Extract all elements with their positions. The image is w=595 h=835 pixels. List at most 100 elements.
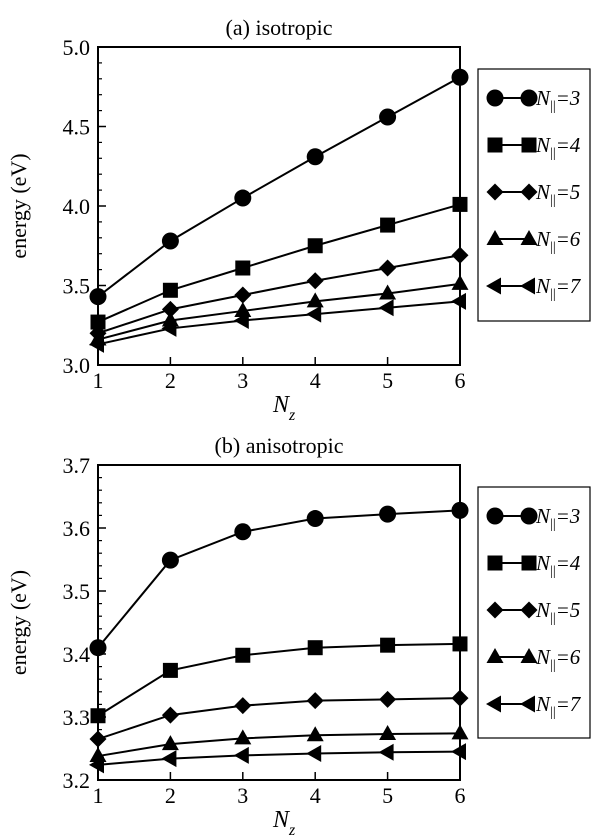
legend-item: N||=3 — [486, 86, 580, 114]
legend-label-prefix: N — [535, 274, 551, 298]
series-line — [97, 697, 461, 740]
legend-label-prefix: N — [535, 645, 551, 669]
y-axis-label: energy (eV) — [6, 153, 31, 258]
legend-label: N||=7 — [535, 274, 582, 302]
data-point — [306, 305, 322, 323]
legend-label-suffix: =3 — [556, 86, 581, 110]
x-tick-label: 3 — [237, 368, 248, 393]
data-point — [162, 662, 178, 678]
plot-frame — [97, 46, 461, 366]
legend-marker — [520, 648, 538, 663]
legend-marker — [520, 230, 538, 245]
legend-label-subscript: || — [550, 99, 556, 114]
legend-label-suffix: =7 — [556, 692, 582, 716]
legend-label-subscript: || — [550, 517, 556, 532]
data-point — [451, 743, 466, 761]
chart-title: (b) anisotropic — [215, 433, 344, 458]
plot-frame — [97, 464, 461, 781]
data-point — [451, 292, 466, 310]
data-point — [161, 750, 177, 768]
data-point — [306, 272, 324, 290]
data-point — [379, 108, 397, 126]
data-point — [233, 311, 249, 329]
data-point — [306, 292, 324, 308]
legend-marker — [486, 183, 504, 201]
x-tick-label: 6 — [455, 368, 466, 393]
data-point — [379, 259, 397, 277]
series-line — [97, 76, 461, 298]
series-line — [97, 750, 461, 766]
legend-item: N||=7 — [486, 274, 582, 302]
legend-label-prefix: N — [535, 133, 551, 157]
legend-marker — [520, 183, 538, 201]
x-tick-label: 5 — [382, 368, 393, 393]
data-point — [161, 319, 177, 337]
legend-label-prefix: N — [535, 551, 551, 575]
data-point — [161, 300, 179, 318]
y-tick-label: 3.5 — [63, 274, 91, 299]
data-point — [379, 725, 397, 741]
legend-label: N||=6 — [535, 645, 581, 673]
legend-label-subscript: || — [550, 658, 556, 673]
x-axis-label-main: N — [272, 807, 291, 833]
legend-marker — [486, 89, 504, 107]
y-tick-label: 3.2 — [63, 768, 91, 793]
legend-label: N||=3 — [535, 86, 580, 114]
legend-marker — [486, 277, 501, 295]
legend-marker — [521, 137, 537, 153]
series-diamond — [89, 246, 469, 342]
legend-marker — [486, 648, 504, 663]
y-tick-label: 5.0 — [63, 35, 91, 60]
data-point — [379, 690, 397, 708]
legend-item: N||=4 — [487, 133, 581, 161]
data-point — [234, 729, 252, 745]
data-point — [235, 647, 251, 663]
legend-label-suffix: =4 — [556, 133, 581, 157]
legend-label-subscript: || — [550, 287, 556, 302]
data-point — [379, 284, 397, 300]
data-point — [161, 551, 179, 569]
series-line — [97, 509, 461, 649]
series-line — [97, 203, 461, 323]
x-tick-label: 6 — [455, 783, 466, 808]
y-tick-label: 3.5 — [63, 579, 91, 604]
legend-label-suffix: =7 — [556, 274, 582, 298]
series-triangle-left — [89, 743, 466, 774]
legend-label-suffix: =5 — [556, 180, 581, 204]
x-axis-label: Nz — [272, 392, 296, 424]
data-point — [235, 260, 251, 276]
data-point — [234, 697, 252, 715]
legend-label-suffix: =4 — [556, 551, 581, 575]
series-circle — [89, 68, 469, 306]
legend-label: N||=4 — [535, 133, 581, 161]
legend-label-prefix: N — [535, 598, 551, 622]
legend-item: N||=5 — [486, 598, 581, 626]
x-axis-label: Nz — [272, 807, 296, 835]
legend-label: N||=7 — [535, 692, 582, 720]
legend-marker — [486, 601, 504, 619]
legend-marker — [487, 137, 503, 153]
data-point — [306, 692, 324, 710]
x-axis-label-subscript: z — [288, 407, 296, 424]
series-triangle-up — [89, 724, 469, 763]
x-tick-label: 5 — [382, 783, 393, 808]
series-square — [90, 636, 468, 724]
legend: N||=3N||=4N||=5N||=6N||=7 — [477, 486, 591, 739]
data-point — [161, 706, 179, 724]
data-point — [89, 756, 104, 774]
series-line — [97, 732, 461, 758]
legend-label-suffix: =5 — [556, 598, 581, 622]
legend-marker — [486, 507, 504, 525]
x-tick-label: 1 — [93, 368, 104, 393]
data-point — [379, 505, 397, 523]
panel-a-isotropic: (a) isotropic 1 2 3 4 5 6 3.0 3.5 4.0 4.5 5.0 energy… — [6, 15, 591, 424]
legend-item: N||=3 — [486, 504, 580, 532]
data-point — [89, 335, 104, 353]
legend-label-prefix: N — [535, 180, 551, 204]
y-axis-label: energy (eV) — [6, 570, 31, 675]
series-line — [97, 300, 461, 346]
legend-item: N||=7 — [486, 692, 582, 720]
x-tick-label: 4 — [310, 368, 321, 393]
data-point — [161, 232, 179, 250]
